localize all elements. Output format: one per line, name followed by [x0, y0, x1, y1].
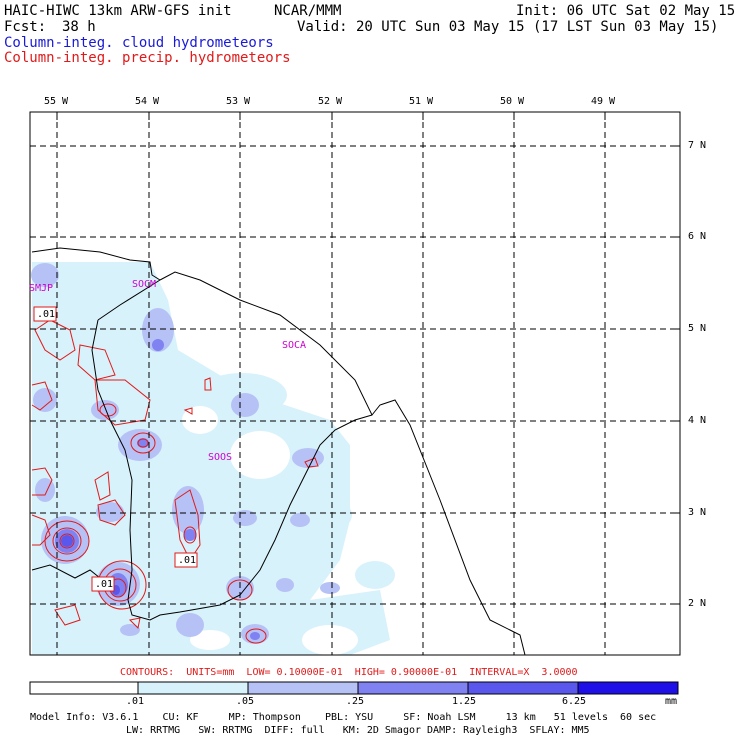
station-label: SOCM	[132, 279, 157, 290]
lat-label: 3 N	[688, 507, 707, 518]
model-title: HAIC-HIWC 13km ARW-GFS init	[4, 3, 232, 19]
cloud-hydrometeor-shading	[31, 262, 395, 655]
lon-label: 51 W	[409, 96, 434, 107]
model-info-line1: Model Info: V3.6.1 CU: KF MP: Thompson P…	[30, 712, 657, 723]
valid-time: Valid: 20 UTC Sun 03 May 15 (17 LST Sun …	[297, 19, 719, 35]
forecast-hours: 38 h	[62, 19, 96, 35]
lon-label: 50 W	[500, 96, 525, 107]
scale-label: .25	[346, 696, 365, 707]
lon-label: 52 W	[318, 96, 343, 107]
scale-unit: mm	[665, 696, 678, 707]
station-label: SMJP	[29, 283, 54, 294]
map-frame	[29, 111, 681, 656]
lon-label: 49 W	[591, 96, 616, 107]
station-label: SOOS	[208, 452, 233, 463]
precip-field-title: Column-integ. precip. hydrometeors	[4, 50, 291, 66]
lon-label: 53 W	[226, 96, 251, 107]
lat-label: 5 N	[688, 323, 707, 334]
lat-label: 4 N	[688, 415, 707, 426]
station-label: SOCA	[282, 340, 307, 351]
tick-marks	[56, 112, 680, 605]
coastline	[31, 247, 526, 656]
lat-lon-grid	[30, 112, 680, 655]
contour-label-boxes	[33, 306, 198, 592]
init-time: Init: 06 UTC Sat 02 May 15	[516, 3, 736, 19]
lat-label: 6 N	[688, 231, 707, 242]
center-label: NCAR/MMM	[274, 3, 342, 19]
contour-info: CONTOURS: UNITS=mm LOW= 0.10000E-01 HIGH…	[120, 667, 578, 678]
forecast-label: Fcst:	[4, 19, 47, 35]
lon-label: 55 W	[44, 96, 69, 107]
lat-label: 2 N	[688, 598, 707, 609]
contour-label: .01	[95, 579, 114, 590]
model-info-line2: LW: RRTMG SW: RRTMG DIFF: full KM: 2D Sm…	[126, 725, 590, 736]
scale-label: .05	[236, 696, 255, 707]
scale-label: 6.25	[562, 696, 587, 707]
scale-label: 1.25	[452, 696, 477, 707]
cloud-field-title: Column-integ. cloud hydrometeors	[4, 35, 274, 51]
scale-label: .01	[126, 696, 145, 707]
contour-label: .01	[178, 555, 197, 566]
lat-label: 7 N	[688, 140, 707, 151]
lon-label: 54 W	[135, 96, 160, 107]
contour-label: .01	[37, 309, 56, 320]
color-scale-bar	[29, 681, 679, 695]
